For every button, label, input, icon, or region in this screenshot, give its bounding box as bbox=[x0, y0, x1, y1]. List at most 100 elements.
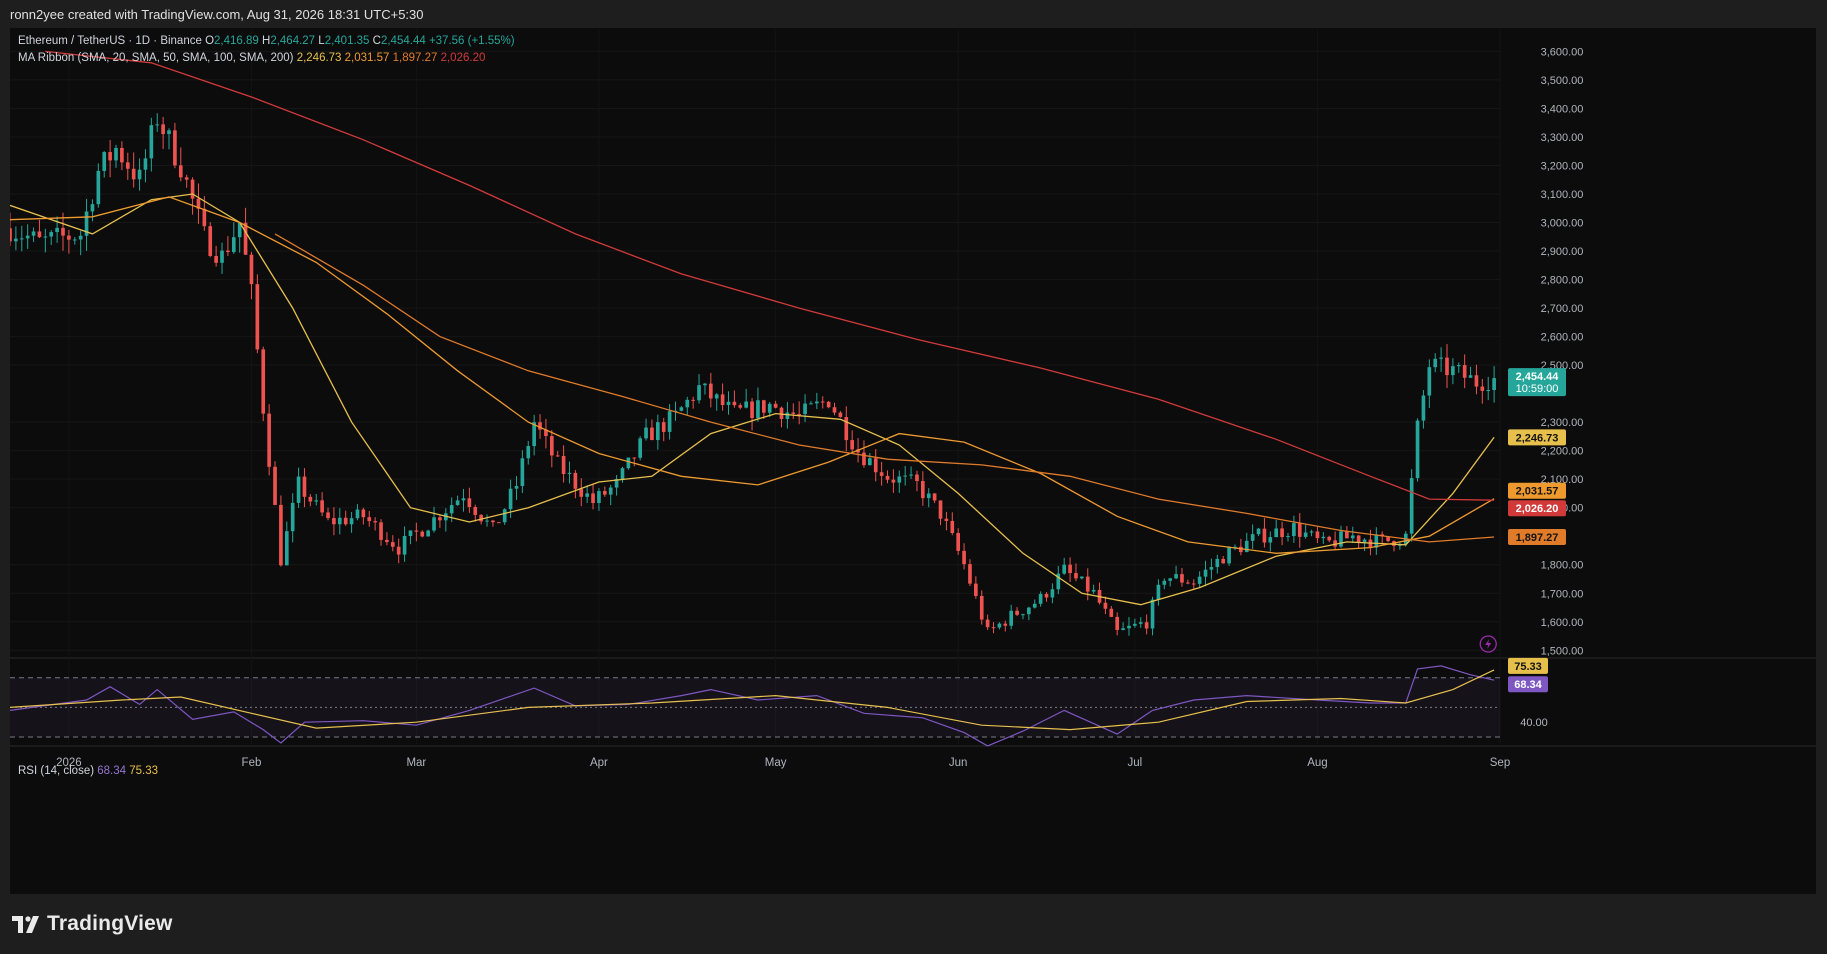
candle-body[interactable] bbox=[838, 412, 843, 418]
candle-body[interactable] bbox=[1356, 535, 1361, 543]
candle-body[interactable] bbox=[1021, 614, 1025, 616]
candle-body[interactable] bbox=[520, 458, 525, 487]
candle-body[interactable] bbox=[502, 509, 507, 523]
candle-body[interactable] bbox=[602, 491, 607, 495]
candle-body[interactable] bbox=[797, 413, 801, 415]
candle-body[interactable] bbox=[302, 476, 307, 497]
candle-body[interactable] bbox=[249, 254, 254, 285]
candle-body[interactable] bbox=[1327, 536, 1332, 541]
candle-body[interactable] bbox=[414, 530, 419, 532]
candle-body[interactable] bbox=[67, 235, 71, 240]
candle-body[interactable] bbox=[314, 500, 319, 502]
candle-body[interactable] bbox=[938, 500, 943, 519]
candle-body[interactable] bbox=[355, 509, 360, 519]
candle-body[interactable] bbox=[1297, 523, 1302, 537]
candle-body[interactable] bbox=[1233, 546, 1237, 548]
candle-body[interactable] bbox=[1421, 395, 1426, 421]
candle-body[interactable] bbox=[78, 235, 83, 240]
candle-body[interactable] bbox=[1027, 607, 1031, 615]
candle-body[interactable] bbox=[862, 452, 866, 466]
candle-body[interactable] bbox=[1280, 528, 1284, 538]
candle-body[interactable] bbox=[455, 500, 460, 506]
candle-body[interactable] bbox=[991, 627, 996, 629]
candle-body[interactable] bbox=[1056, 573, 1061, 590]
candle-body[interactable] bbox=[243, 222, 248, 255]
candle-body[interactable] bbox=[373, 521, 377, 523]
candle-body[interactable] bbox=[308, 496, 313, 502]
candle-body[interactable] bbox=[1427, 367, 1432, 396]
candle-body[interactable] bbox=[84, 211, 89, 236]
candle-body[interactable] bbox=[962, 550, 966, 565]
candle-body[interactable] bbox=[72, 239, 77, 241]
candle-body[interactable] bbox=[420, 531, 425, 537]
candle-body[interactable] bbox=[143, 158, 148, 170]
rsi-ma-line[interactable] bbox=[10, 669, 1495, 731]
candle-body[interactable] bbox=[31, 231, 36, 236]
sma50-line[interactable] bbox=[10, 196, 1495, 554]
rsi-label[interactable]: RSI (14, close) bbox=[18, 765, 95, 777]
candle-body[interactable] bbox=[267, 413, 271, 467]
candle-body[interactable] bbox=[656, 422, 660, 441]
candle-body[interactable] bbox=[1144, 622, 1149, 629]
candle-body[interactable] bbox=[791, 412, 796, 414]
candle-body[interactable] bbox=[108, 152, 112, 161]
candle-body[interactable] bbox=[485, 520, 489, 522]
candle-body[interactable] bbox=[1474, 375, 1479, 387]
candle-body[interactable] bbox=[1091, 589, 1096, 592]
candle-body[interactable] bbox=[161, 124, 165, 135]
candle-body[interactable] bbox=[196, 198, 201, 209]
candle-body[interactable] bbox=[1032, 603, 1037, 608]
candle-body[interactable] bbox=[214, 256, 218, 263]
candle-body[interactable] bbox=[1445, 357, 1449, 376]
candle-body[interactable] bbox=[526, 446, 531, 459]
candle-body[interactable] bbox=[349, 518, 354, 525]
candle-body[interactable] bbox=[726, 401, 731, 406]
candle-body[interactable] bbox=[1486, 389, 1491, 391]
candle-body[interactable] bbox=[909, 474, 913, 476]
candle-body[interactable] bbox=[956, 533, 961, 551]
price-tag-sma20[interactable] bbox=[1508, 429, 1566, 446]
candle-body[interactable] bbox=[1085, 576, 1090, 592]
candle-body[interactable] bbox=[915, 474, 919, 482]
candle-body[interactable] bbox=[1239, 546, 1243, 553]
candle-body[interactable] bbox=[832, 407, 837, 413]
candle-body[interactable] bbox=[10, 228, 12, 242]
candle-body[interactable] bbox=[644, 427, 648, 439]
candle-body[interactable] bbox=[1115, 616, 1120, 630]
candle-body[interactable] bbox=[1038, 593, 1043, 604]
candle-body[interactable] bbox=[856, 449, 860, 453]
candle-body[interactable] bbox=[1044, 593, 1049, 598]
candle-body[interactable] bbox=[255, 284, 260, 350]
candle-body[interactable] bbox=[921, 481, 925, 499]
candle-body[interactable] bbox=[779, 407, 784, 419]
candle-body[interactable] bbox=[868, 458, 872, 466]
candle-body[interactable] bbox=[1244, 540, 1249, 553]
candle-body[interactable] bbox=[178, 165, 183, 178]
candle-body[interactable] bbox=[19, 238, 24, 240]
candle-body[interactable] bbox=[125, 162, 130, 169]
candle-body[interactable] bbox=[449, 505, 454, 514]
candle-body[interactable] bbox=[1374, 534, 1379, 548]
candle-body[interactable] bbox=[14, 238, 18, 242]
candle-body[interactable] bbox=[1274, 528, 1279, 538]
candle-body[interactable] bbox=[1174, 574, 1178, 579]
ma-ribbon-label[interactable]: MA Ribbon (SMA, 20, SMA, 50, SMA, 100, S… bbox=[18, 52, 294, 64]
candle-body[interactable] bbox=[438, 517, 442, 521]
candle-body[interactable] bbox=[1209, 567, 1214, 570]
price-tag-sma200[interactable] bbox=[1508, 500, 1566, 517]
candle-body[interactable] bbox=[226, 250, 230, 253]
candle-body[interactable] bbox=[173, 130, 177, 166]
candle-body[interactable] bbox=[650, 427, 654, 441]
candle-body[interactable] bbox=[155, 124, 160, 126]
candle-body[interactable] bbox=[608, 487, 613, 495]
candle-body[interactable] bbox=[679, 407, 684, 411]
candle-body[interactable] bbox=[885, 475, 890, 480]
candle-body[interactable] bbox=[1480, 386, 1485, 391]
candle-body[interactable] bbox=[296, 476, 301, 503]
candle-body[interactable] bbox=[767, 403, 772, 413]
candle-body[interactable] bbox=[1433, 358, 1438, 368]
candle-body[interactable] bbox=[1191, 583, 1196, 585]
candle-body[interactable] bbox=[773, 403, 778, 408]
candle-body[interactable] bbox=[1068, 564, 1072, 574]
candle-body[interactable] bbox=[332, 518, 336, 525]
